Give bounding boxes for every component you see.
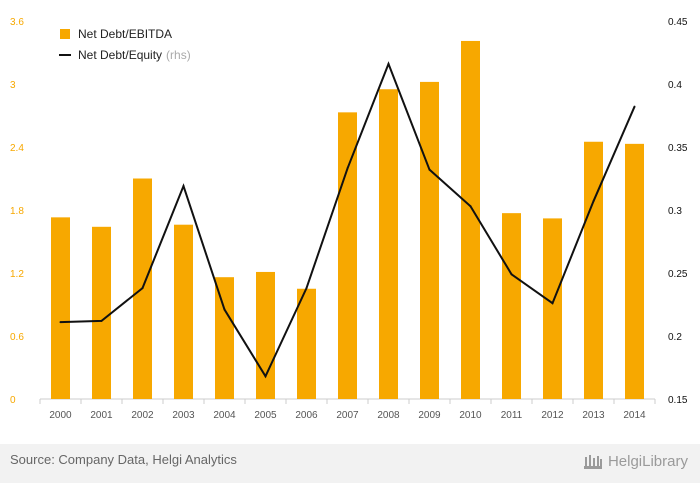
bar (543, 218, 562, 399)
bar (379, 89, 398, 399)
bar (625, 143, 644, 399)
x-tick-label: 2001 (90, 410, 113, 421)
line-point (469, 205, 472, 208)
line-point (510, 273, 513, 276)
x-tick-label: 2005 (254, 410, 277, 421)
bar (215, 277, 234, 399)
right-tick-label: 0.4 (668, 80, 682, 91)
right-axis: 0.15 0.2 0.25 0.3 0.35 0.4 0.45 (668, 17, 688, 406)
bar-series (51, 40, 644, 400)
legend-label-bar: Net Debt/EBITDA (78, 27, 172, 41)
x-tick-label: 2003 (172, 410, 195, 421)
chart-container: 0 0.6 1.2 1.8 2.4 3 3.6 0.15 0.2 0.25 0.3 0.35 0.4 0… (10, 17, 688, 421)
bar (51, 217, 70, 399)
right-tick-label: 0.45 (668, 17, 688, 28)
legend: Net Debt/EBITDA Net Debt/Equity (rhs) (59, 27, 191, 62)
x-tick-label: 2014 (623, 410, 646, 421)
right-tick-label: 0.25 (668, 269, 688, 280)
line-point (387, 62, 390, 65)
line-point (305, 287, 308, 290)
right-tick-label: 0.3 (668, 206, 682, 217)
legend-label-line-suffix: (rhs) (166, 48, 191, 62)
library-icon (583, 455, 602, 469)
left-axis: 0 0.6 1.2 1.8 2.4 3 3.6 (10, 17, 24, 406)
bar (420, 81, 439, 400)
left-tick-label: 1.8 (10, 206, 24, 217)
x-tick-label: 2004 (213, 410, 236, 421)
left-tick-label: 2.4 (10, 143, 24, 154)
brand-logo: HelgiLibrary (582, 450, 688, 472)
line-point (100, 319, 103, 322)
left-tick-label: 1.2 (10, 269, 24, 280)
x-tick-label: 2006 (295, 410, 318, 421)
x-tick-label: 2007 (336, 410, 359, 421)
x-tick-label: 2000 (49, 410, 72, 421)
bar (297, 288, 316, 399)
left-tick-label: 3 (10, 80, 16, 91)
bar (461, 40, 480, 399)
right-tick-label: 0.2 (668, 332, 682, 343)
line-point (182, 185, 185, 188)
bar (174, 224, 193, 399)
line-point (141, 287, 144, 290)
left-tick-label: 0 (10, 395, 16, 406)
legend-swatch-bar (60, 29, 70, 39)
bar (502, 213, 521, 399)
x-tick-label: 2009 (418, 410, 441, 421)
right-tick-label: 0.35 (668, 143, 688, 154)
x-tick-label: 2012 (541, 410, 564, 421)
source-note: Source: Company Data, Helgi Analytics (10, 452, 237, 467)
line-point (592, 200, 595, 203)
line-point (428, 168, 431, 171)
line-point (633, 105, 636, 108)
x-tick-label: 2002 (131, 410, 154, 421)
bar (584, 141, 603, 399)
bar (256, 271, 275, 399)
line-point (551, 302, 554, 305)
line-point (346, 167, 349, 170)
legend-label-line-name: Net Debt/Equity (78, 48, 162, 62)
x-tick-label: 2011 (501, 410, 523, 421)
x-tick-label: 2008 (377, 410, 400, 421)
legend-label-line: Net Debt/Equity (rhs) (78, 48, 191, 62)
bar (92, 226, 111, 399)
x-axis: 2000 2001 2002 2003 2004 2005 2006 2007 2008 2009… (39, 399, 656, 421)
x-tick-label: 2013 (582, 410, 605, 421)
chart: 00.61.21.82.433.6 0.150.20.250.30.350.40… (10, 17, 688, 421)
left-tick-label: 3.6 (10, 17, 24, 28)
bar (338, 112, 357, 399)
line-point (223, 308, 226, 311)
line-point (264, 375, 267, 378)
footer: Source: Company Data, Helgi Analytics He… (0, 444, 700, 483)
left-tick-label: 0.6 (10, 332, 24, 343)
brand-name: HelgiLibrary (607, 452, 688, 470)
line-point (59, 321, 62, 324)
x-tick-label: 2010 (459, 410, 482, 421)
right-tick-label: 0.15 (668, 395, 688, 406)
